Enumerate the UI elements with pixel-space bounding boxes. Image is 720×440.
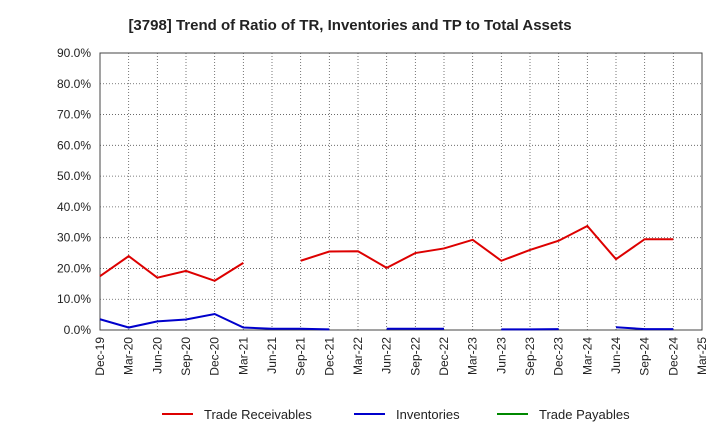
x-tick-label: Jun-22: [380, 337, 394, 374]
x-tick-label: Jun-20: [150, 337, 164, 374]
series-line-segment: [300, 224, 674, 269]
plot-frame: [99, 52, 703, 331]
y-tick-label: 30.0%: [57, 231, 91, 245]
legend-label: Trade Payables: [539, 407, 630, 422]
x-tick-label: Sep-23: [523, 337, 537, 376]
x-tick-label: Sep-20: [179, 337, 193, 376]
legend-item: Trade Payables: [497, 407, 630, 422]
x-tick-label: Sep-21: [294, 337, 308, 376]
y-tick-label: 40.0%: [57, 200, 91, 214]
x-tick-label: Mar-24: [580, 337, 594, 375]
y-tick-label: 80.0%: [57, 77, 91, 91]
x-tick-label: Mar-21: [236, 337, 250, 375]
series-lines: [99, 224, 674, 331]
x-axis-tick-labels: Dec-19 Mar-20 Jun-20 Sep-20 Dec-20 Mar-21 Jun-…: [93, 337, 709, 376]
grid-lines: [100, 53, 702, 330]
x-tick-label: Dec-23: [552, 337, 566, 376]
y-tick-label: 50.0%: [57, 169, 91, 183]
series-inventories: [99, 312, 674, 331]
chart-title: [3798] Trend of Ratio of TR, Inventories…: [128, 17, 571, 34]
x-tick-label: Dec-21: [322, 337, 336, 376]
x-tick-label: Mar-25: [695, 337, 709, 375]
series-trade-receivables: [99, 224, 674, 282]
x-tick-label: Sep-24: [638, 337, 652, 376]
x-tick-label: Jun-24: [609, 337, 623, 374]
series-line-segment: [99, 254, 244, 282]
series-line-segment: [615, 326, 674, 331]
x-tick-label: Sep-22: [408, 337, 422, 376]
x-tick-label: Dec-20: [208, 337, 222, 376]
x-tick-label: Mar-23: [466, 337, 480, 375]
legend-item: Trade Receivables: [162, 407, 312, 422]
legend: Trade Receivables Inventories Trade Payabl…: [162, 407, 630, 422]
x-tick-label: Dec-22: [437, 337, 451, 376]
x-tick-label: Mar-20: [122, 337, 136, 375]
x-tick-label: Jun-23: [494, 337, 508, 374]
x-tick-label: Jun-21: [265, 337, 279, 374]
legend-label: Trade Receivables: [204, 407, 312, 422]
series-line-segment: [99, 312, 330, 331]
y-tick-label: 70.0%: [57, 108, 91, 122]
x-tick-label: Mar-22: [351, 337, 365, 375]
legend-label: Inventories: [396, 407, 460, 422]
y-tick-label: 90.0%: [57, 46, 91, 60]
x-tick-label: Dec-24: [666, 337, 680, 376]
y-tick-label: 10.0%: [57, 292, 91, 306]
y-tick-label: 60.0%: [57, 138, 91, 152]
x-tick-label: Dec-19: [93, 337, 107, 376]
y-axis-tick-labels: 0.0% 10.0% 20.0% 30.0% 40.0% 50.0% 60.0% 70.0% 8…: [57, 46, 91, 337]
legend-item: Inventories: [354, 407, 460, 422]
y-tick-label: 20.0%: [57, 261, 91, 275]
y-tick-label: 0.0%: [64, 323, 92, 337]
